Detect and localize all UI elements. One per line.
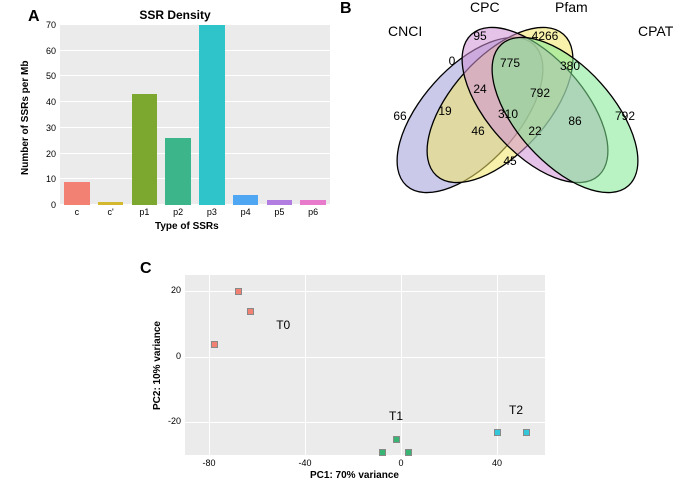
- grid-line-v: [305, 275, 306, 455]
- venn-set-label: CPAT: [638, 23, 674, 39]
- venn-count-CNCI_CPAT: 45: [503, 154, 517, 168]
- cluster-label-T2: T2: [509, 403, 523, 417]
- x-tick-label: -80: [194, 458, 224, 468]
- venn-count-CNCI_Pfam: 19: [438, 104, 452, 118]
- ssr-chart-title: SSR Density: [10, 8, 340, 22]
- x-tick-label: c: [60, 207, 94, 217]
- venn-count-CPAT_only: 792: [615, 109, 635, 123]
- x-tick-label: c': [94, 207, 128, 217]
- bar-p3: [199, 25, 224, 205]
- y-tick-label: 60: [26, 46, 56, 56]
- pca-point-T2: [494, 429, 501, 436]
- ssr-ylabel: Number of SSRs per Mb: [20, 61, 31, 175]
- grid-line-v: [209, 275, 210, 455]
- y-tick-label: -20: [155, 416, 181, 426]
- bar-p5: [267, 200, 292, 205]
- pca-point-T1: [379, 449, 386, 456]
- venn-count-Pfam_only: 4266: [532, 29, 559, 43]
- cluster-label-T1: T1: [389, 409, 403, 423]
- y-tick-label: 70: [26, 20, 56, 30]
- x-tick-label: p4: [229, 207, 263, 217]
- pca-xlabel: PC1: 70% variance: [310, 470, 399, 481]
- bar-p6: [300, 200, 325, 205]
- x-tick-label: p6: [296, 207, 330, 217]
- venn-set-label: CNCI: [388, 23, 422, 39]
- bar-c': [98, 202, 123, 205]
- grid-line: [60, 127, 330, 128]
- pca-point-T0: [211, 341, 218, 348]
- bar-p2: [165, 138, 190, 205]
- x-tick-label: 40: [482, 458, 512, 468]
- grid-line: [60, 24, 330, 25]
- pca-point-T1: [405, 449, 412, 456]
- panel-c-label: C: [140, 260, 152, 278]
- x-tick-label: p2: [161, 207, 195, 217]
- panel-a: A SSR Density 010203040506070cc'p1p2p3p4…: [10, 5, 340, 235]
- bar-c: [64, 182, 89, 205]
- venn-count-CNCI_CPC_Pfam: 24: [473, 82, 487, 96]
- y-tick-label: 10: [26, 174, 56, 184]
- x-tick-label: p1: [128, 207, 162, 217]
- pca-point-T0: [235, 288, 242, 295]
- bar-p1: [132, 94, 157, 205]
- grid-line: [60, 101, 330, 102]
- venn-set-label: CPC: [470, 0, 500, 15]
- pca-point-T0: [247, 308, 254, 315]
- y-tick-label: 0: [26, 200, 56, 210]
- venn-count-CNCI_only: 66: [393, 109, 407, 123]
- panel-c: C -80-40040-20020T0T1T2 PC2: 10% varianc…: [140, 260, 560, 490]
- venn-svg: CNCI CPC Pfam CPAT 66 95 4266 792 0 775 380 24 792 19…: [340, 0, 685, 220]
- panel-b: B CNCICPCPfamCPAT66954266792077538024792…: [340, 0, 685, 220]
- venn-count-CPC_only: 95: [473, 29, 487, 43]
- pca-point-T1: [393, 436, 400, 443]
- venn-count-Pfam_CPAT: 380: [560, 59, 580, 73]
- venn-count-CNCI_CPC_CPAT: 22: [528, 124, 542, 138]
- ssr-plot-area: 010203040506070cc'p1p2p3p4p5p6: [60, 25, 330, 205]
- venn-set-label: Pfam: [555, 0, 588, 15]
- venn-count-CPC_Pfam: 775: [500, 56, 520, 70]
- grid-line: [60, 153, 330, 154]
- grid-line-h: [185, 357, 545, 358]
- venn-count-CPC_CPAT: 86: [568, 114, 582, 128]
- grid-line-v: [401, 275, 402, 455]
- x-tick-label: 0: [386, 458, 416, 468]
- venn-count-CNCI_CPC: 0: [449, 54, 456, 68]
- pca-plot-area: -80-40040-20020T0T1T2: [185, 275, 545, 455]
- x-tick-label: -40: [290, 458, 320, 468]
- grid-line-h: [185, 422, 545, 423]
- bar-p4: [233, 195, 258, 205]
- venn-count-all4: 310: [498, 107, 518, 121]
- pca-point-T2: [523, 429, 530, 436]
- cluster-label-T0: T0: [276, 318, 290, 332]
- y-tick-label: 20: [155, 285, 181, 295]
- grid-line-v: [497, 275, 498, 455]
- x-tick-label: p3: [195, 207, 229, 217]
- pca-ylabel: PC2: 10% variance: [152, 321, 163, 410]
- x-tick-label: p5: [263, 207, 297, 217]
- venn-count-CPC_Pfam_CPAT: 792: [530, 86, 550, 100]
- grid-line: [60, 178, 330, 179]
- venn-count-CNCI_Pfam_CPAT: 46: [471, 124, 485, 138]
- grid-line: [60, 50, 330, 51]
- ssr-xlabel: Type of SSRs: [155, 221, 219, 232]
- grid-line: [60, 75, 330, 76]
